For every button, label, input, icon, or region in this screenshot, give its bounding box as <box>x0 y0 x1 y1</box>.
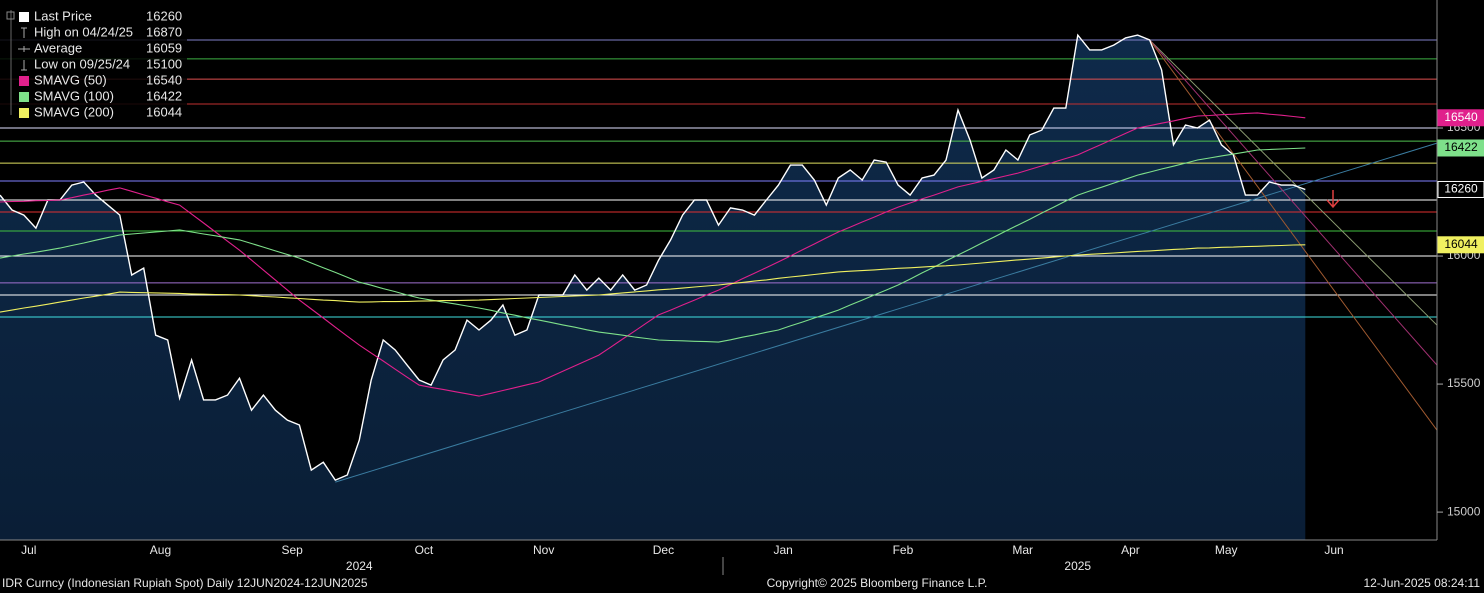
year-label: 2025 <box>1064 559 1091 573</box>
legend-value: 15100 <box>146 56 182 71</box>
trend-line <box>1149 39 1438 366</box>
sma-line <box>0 147 1306 343</box>
footer-center: Copyright© 2025 Bloomberg Finance L.P. <box>767 576 988 590</box>
legend-label: High on 04/24/25 <box>34 24 133 39</box>
x-tick-label: Apr <box>1121 543 1140 557</box>
legend-swatch <box>19 108 29 118</box>
last-badge <box>1437 180 1484 198</box>
legend-swatch <box>19 92 29 102</box>
x-tick-label: Mar <box>1012 543 1033 557</box>
x-tick-label: Dec <box>653 543 674 557</box>
legend-swatch <box>19 12 29 22</box>
x-tick-label: Jan <box>773 543 792 557</box>
year-label: 2024 <box>346 559 373 573</box>
legend-label: Last Price <box>34 8 92 23</box>
last-badge-label: 16044 <box>1444 237 1478 251</box>
y-tick-label: 15000 <box>1447 504 1481 518</box>
footer-left: IDR Curncy (Indonesian Rupiah Spot) Dail… <box>2 576 368 590</box>
legend-label: Low on 09/25/24 <box>34 56 130 71</box>
legend-value: 16044 <box>146 104 182 119</box>
legend-label: Average <box>34 40 82 55</box>
legend-value: 16059 <box>146 40 182 55</box>
sma-line <box>0 244 1306 313</box>
last-badge <box>1437 236 1484 254</box>
last-badge <box>1437 109 1484 127</box>
legend-label: SMAVG (100) <box>34 88 114 103</box>
legend-bg <box>0 2 187 120</box>
last-badge-label: 16260 <box>1444 182 1478 196</box>
legend-label: SMAVG (200) <box>34 104 114 119</box>
trend-line <box>335 142 1438 483</box>
legend-value: 16870 <box>146 24 182 39</box>
x-tick-label: Jul <box>21 543 36 557</box>
x-tick-label: Aug <box>150 543 171 557</box>
trend-line <box>1149 39 1438 326</box>
x-tick-label: Sep <box>282 543 304 557</box>
legend-value: 16540 <box>146 72 182 87</box>
price-area <box>0 35 1306 540</box>
legend-value: 16422 <box>146 88 182 103</box>
x-tick-label: Feb <box>893 543 914 557</box>
legend-collapse <box>6 11 15 20</box>
footer-right: 12-Jun-2025 08:24:11 <box>1363 576 1480 590</box>
legend-swatch <box>19 76 29 86</box>
legend-glyph <box>18 46 30 52</box>
legend-glyph <box>21 60 27 71</box>
x-tick-label: Oct <box>415 543 434 557</box>
sma-line <box>0 112 1306 397</box>
x-tick-label: Nov <box>533 543 554 557</box>
y-tick-label: 15500 <box>1447 376 1481 390</box>
price-line <box>0 33 1306 481</box>
down-arrow <box>1326 190 1340 209</box>
x-tick-label: Jun <box>1324 543 1343 557</box>
last-badge-label: 16422 <box>1444 140 1478 154</box>
last-badge <box>1437 139 1484 157</box>
trend-line <box>1149 39 1438 431</box>
legend-label: SMAVG (50) <box>34 72 107 87</box>
legend-value: 16260 <box>146 8 182 23</box>
x-tick-label: May <box>1215 543 1238 557</box>
legend-glyph <box>21 27 27 38</box>
last-badge-label: 16540 <box>1444 110 1478 124</box>
